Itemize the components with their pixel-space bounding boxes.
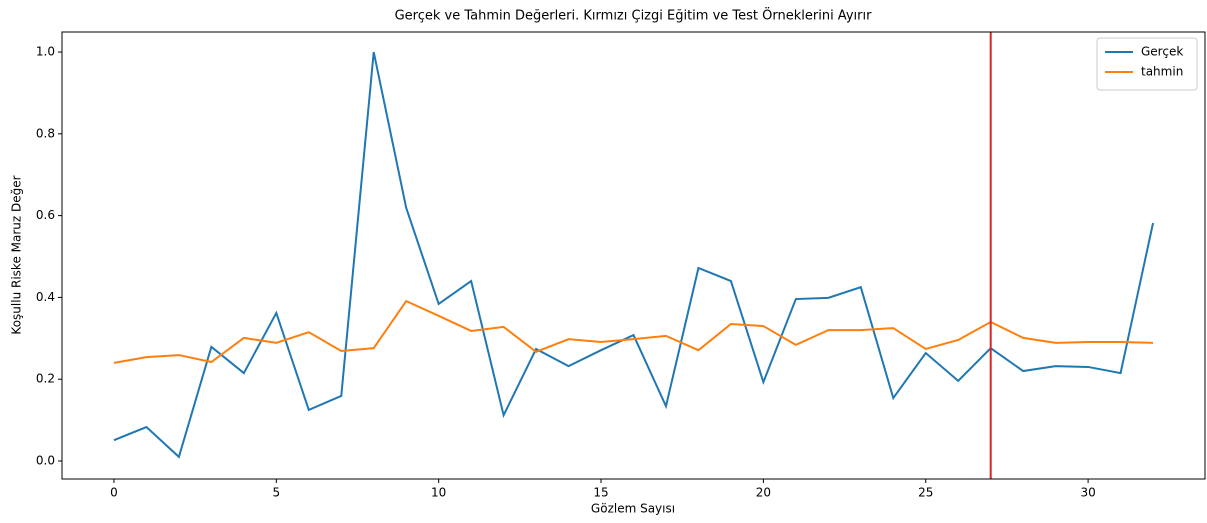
y-tick-label: 0.0: [36, 454, 55, 468]
y-tick-label: 0.4: [36, 290, 55, 304]
y-tick-label: 1.0: [36, 45, 55, 59]
series-line: [113, 51, 1155, 459]
x-tick-label: 20: [756, 486, 771, 500]
x-axis-label: Gözlem Sayısı: [591, 502, 675, 516]
x-tick-label: 0: [110, 486, 118, 500]
y-tick-label: 0.2: [36, 372, 55, 386]
x-tick-label: 25: [918, 486, 933, 500]
x-tick-label: 15: [593, 486, 608, 500]
chart-title: Gerçek ve Tahmin Değerleri. Kırmızı Çizg…: [395, 7, 873, 24]
plot-frame: [61, 31, 1206, 480]
y-tick-label: 0.8: [36, 126, 55, 140]
y-axis-label: Koşullu Riske Maruz Değer: [10, 175, 24, 334]
legend-label: Gerçek: [1141, 45, 1183, 59]
x-tick-label: 5: [272, 486, 280, 500]
legend-label: tahmin: [1141, 65, 1183, 79]
series-line: [113, 299, 1154, 364]
x-tick-label: 30: [1080, 486, 1095, 500]
x-tick-label: 10: [431, 486, 446, 500]
y-tick-label: 0.6: [36, 208, 55, 222]
